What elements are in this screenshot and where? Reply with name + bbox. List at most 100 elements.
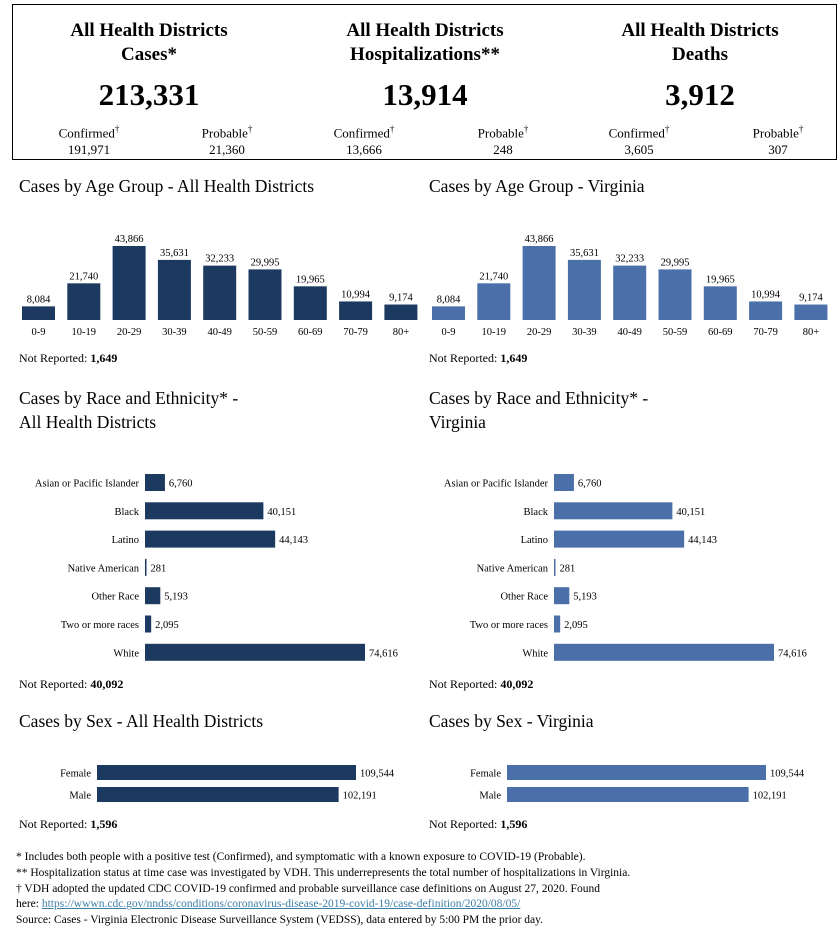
- not-reported-label: Not Reported:: [19, 677, 88, 691]
- race-bar: [554, 558, 556, 576]
- deaths-title: All Health Districts Deaths: [564, 19, 836, 67]
- age-value-label: 29,995: [251, 257, 280, 268]
- cases-title-line1: All Health Districts: [70, 20, 228, 41]
- deaths-total: 3,912: [665, 77, 735, 112]
- hospitalizations-title: All Health Districts Hospitalizations**: [289, 19, 561, 67]
- cdc-definition-link[interactable]: https://wwwn.cdc.gov/nndss/conditions/co…: [41, 898, 521, 911]
- cases-confirmed: Confirmed† 191,971: [29, 121, 149, 158]
- age-va-not-reported: Not Reported: 1,649: [429, 351, 527, 366]
- footnote-case-definitions: † VDH adopted the updated CDC COVID-19 c…: [16, 882, 600, 895]
- deaths-confirmed-value: 3,605: [624, 142, 654, 158]
- age-bar: [157, 259, 191, 320]
- race-category-label: Latino: [521, 535, 548, 546]
- dagger-mark: †: [114, 124, 120, 134]
- age-value-label: 19,965: [296, 274, 325, 285]
- race-bar: [145, 615, 152, 633]
- race-value-label: 5,193: [573, 592, 597, 603]
- age-category-label: 70-79: [753, 327, 778, 338]
- deaths-probable-value: 307: [768, 142, 788, 158]
- not-reported-label: Not Reported:: [19, 351, 88, 365]
- age-bar: [567, 259, 601, 320]
- not-reported-label: Not Reported:: [429, 677, 498, 691]
- deaths-confirmed-label: Confirmed: [608, 125, 665, 141]
- dagger-mark: †: [247, 124, 253, 134]
- race-value-label: 2,095: [564, 620, 588, 631]
- age-category-label: 0-9: [32, 327, 46, 338]
- age-value-label: 8,084: [27, 294, 51, 305]
- cases-confirmed-label: Confirmed: [58, 125, 115, 141]
- race-bar: [145, 558, 147, 576]
- hospitalizations-confirmed: Confirmed† 13,666: [304, 121, 424, 158]
- deaths-confirmed: Confirmed† 3,605: [579, 121, 699, 158]
- not-reported-label: Not Reported:: [429, 817, 498, 831]
- age-bar: [248, 269, 282, 320]
- deaths-probable: Probable† 307: [718, 121, 838, 158]
- dagger-mark: †: [664, 124, 670, 134]
- race-value-label: 2,095: [155, 620, 179, 631]
- race-bar: [554, 530, 685, 548]
- sex-value-label: 109,544: [770, 769, 805, 780]
- deaths-title-line1: All Health Districts: [621, 20, 779, 41]
- race-bar: [145, 474, 165, 491]
- age-bar: [432, 306, 465, 320]
- sex-value-label: 109,544: [360, 769, 395, 780]
- race-va-not-reported: Not Reported: 40,092: [429, 677, 533, 692]
- age-bar: [293, 286, 327, 320]
- age-value-label: 21,740: [479, 271, 508, 282]
- hospitalizations-probable-value: 248: [493, 142, 513, 158]
- race-category-label: Two or more races: [470, 620, 548, 631]
- age-bar: [67, 283, 101, 320]
- sex-value-label: 102,191: [343, 791, 377, 802]
- hospitalizations-stat: All Health Districts Hospitalizations** …: [289, 5, 561, 113]
- age-bar: [703, 286, 737, 320]
- dagger-mark: †: [389, 124, 395, 134]
- sex-bar: [507, 765, 766, 780]
- race-value-label: 6,760: [169, 479, 193, 490]
- age-value-label: 35,631: [570, 248, 599, 259]
- sex-category-label: Male: [479, 791, 501, 802]
- sex-category-label: Male: [69, 791, 91, 802]
- not-reported-value: 40,092: [90, 677, 124, 691]
- age-bar: [112, 246, 146, 320]
- race-bar: [145, 587, 161, 605]
- age-value-label: 32,233: [205, 254, 234, 265]
- race-value-label: 44,143: [279, 535, 308, 546]
- race-bar: [145, 530, 276, 548]
- here-label: here:: [16, 898, 39, 911]
- age-value-label: 43,866: [115, 234, 144, 245]
- age-bar: [384, 304, 418, 320]
- dagger-mark: †: [523, 124, 529, 134]
- not-reported-value: 40,092: [500, 677, 534, 691]
- race-bar: [145, 502, 264, 520]
- sex-category-label: Female: [60, 769, 91, 780]
- deaths-probable-label: Probable: [752, 125, 799, 141]
- footnotes: * Includes both people with a positive t…: [16, 850, 831, 929]
- sex-all-title: Cases by Sex - All Health Districts: [19, 711, 264, 731]
- age-value-label: 9,174: [389, 293, 413, 304]
- age-bar: [203, 265, 237, 320]
- not-reported-label: Not Reported:: [429, 351, 498, 365]
- age-value-label: 10,994: [751, 289, 781, 300]
- age-bar: [22, 306, 55, 320]
- age-value-label: 10,994: [341, 289, 371, 300]
- race-value-label: 5,193: [164, 592, 188, 603]
- race-value-label: 40,151: [676, 507, 705, 518]
- race-va-title-line1: Cases by Race and Ethnicity* -: [429, 388, 649, 408]
- race-bar: [554, 643, 774, 661]
- age-category-label: 10-19: [72, 327, 97, 338]
- race-value-label: 281: [151, 563, 167, 574]
- cases-stat: All Health Districts Cases* 213,331: [13, 5, 285, 113]
- age-category-label: 0-9: [442, 327, 456, 338]
- age-category-label: 30-39: [162, 327, 187, 338]
- race-category-label: Other Race: [91, 592, 139, 603]
- sex-value-label: 102,191: [753, 791, 787, 802]
- race-bar: [145, 643, 365, 661]
- age-category-label: 20-29: [527, 327, 552, 338]
- race-category-label: Asian or Pacific Islander: [35, 479, 140, 490]
- hospitalizations-probable-label: Probable: [477, 125, 524, 141]
- race-category-label: Black: [524, 507, 549, 518]
- deaths-stat: All Health Districts Deaths 3,912: [564, 5, 836, 113]
- sex-all-not-reported: Not Reported: 1,596: [19, 817, 117, 832]
- age-va-title: Cases by Age Group - Virginia: [429, 176, 645, 196]
- cases-title-line2: Cases*: [121, 44, 177, 65]
